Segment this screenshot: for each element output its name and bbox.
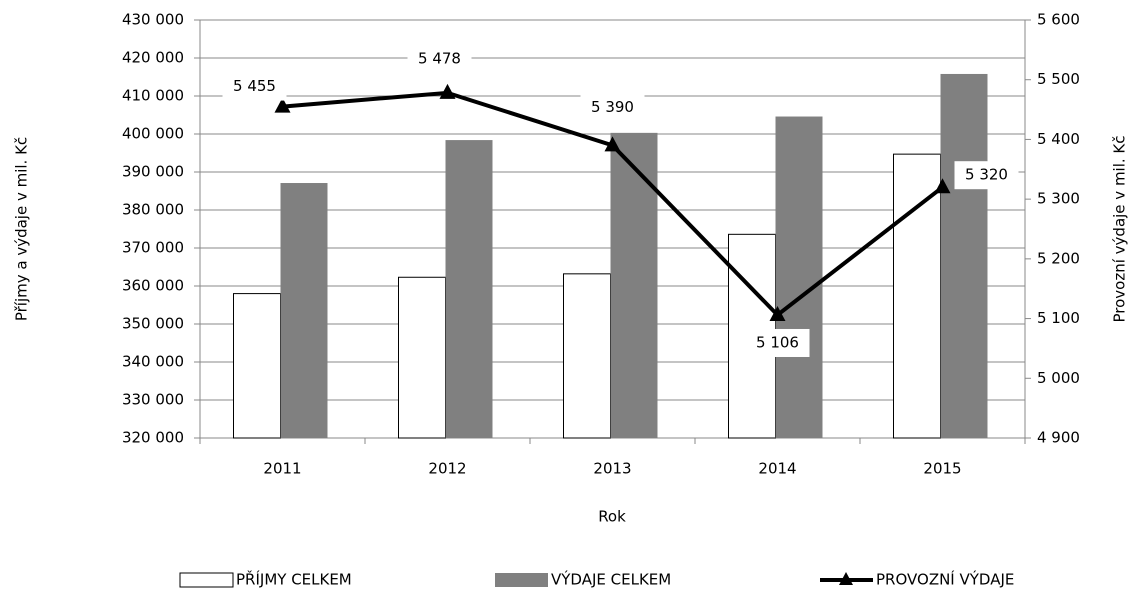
bar xyxy=(893,153,941,439)
bar xyxy=(445,140,493,438)
y-tick-label: 400 000 xyxy=(122,125,184,143)
marker xyxy=(934,178,951,194)
y-tick-label: 320 000 xyxy=(122,429,184,447)
legend-swatch xyxy=(495,573,548,587)
y2-tick-label: 5 200 xyxy=(1037,249,1080,267)
data-label-bg xyxy=(954,161,1019,190)
data-label: 5 478 xyxy=(418,49,461,67)
y2-tick-label: 5 300 xyxy=(1037,190,1080,208)
y-tick-label: 370 000 xyxy=(122,239,184,257)
legend-label: PŘÍJMY CELKEM xyxy=(236,570,352,589)
legend-marker xyxy=(839,572,853,585)
data-label-bg xyxy=(745,328,810,357)
x-tick-label: 2014 xyxy=(758,460,796,478)
x-axis-title: Rok xyxy=(598,508,626,526)
legend-label: PROVOZNÍ VÝDAJE xyxy=(876,570,1014,589)
data-label: 5 455 xyxy=(233,77,276,95)
y-axis-title: Příjmy a výdaje v mil. Kč xyxy=(13,137,31,321)
marker xyxy=(769,305,786,321)
y2-tick-label: 5 400 xyxy=(1037,130,1080,148)
bar xyxy=(233,293,281,439)
marker xyxy=(439,83,456,99)
bar xyxy=(940,73,988,439)
bar xyxy=(398,276,446,439)
bar xyxy=(775,116,823,439)
marker xyxy=(274,97,291,113)
y-tick-label: 380 000 xyxy=(122,201,184,219)
data-label-bg xyxy=(407,44,472,73)
y2-axis-title: Provozní výdaje v mil. Kč xyxy=(1111,135,1129,322)
data-label: 5 106 xyxy=(756,333,799,351)
legend-swatch xyxy=(179,572,234,588)
data-label-bg xyxy=(222,72,287,101)
y-tick-label: 420 000 xyxy=(122,49,184,67)
y-tick-label: 340 000 xyxy=(122,353,184,371)
y2-tick-label: 5 100 xyxy=(1037,309,1080,327)
bar xyxy=(610,132,658,439)
x-tick-label: 2013 xyxy=(593,460,631,478)
y2-tick-label: 5 600 xyxy=(1037,11,1080,29)
bar xyxy=(563,273,611,439)
y2-tick-label: 4 900 xyxy=(1037,429,1080,447)
y-tick-label: 350 000 xyxy=(122,315,184,333)
data-label-bg xyxy=(580,93,645,122)
data-label: 5 320 xyxy=(965,166,1008,184)
y-tick-label: 390 000 xyxy=(122,163,184,181)
x-tick-label: 2015 xyxy=(923,460,961,478)
y-tick-label: 360 000 xyxy=(122,277,184,295)
y-tick-label: 410 000 xyxy=(122,87,184,105)
x-tick-label: 2011 xyxy=(263,460,301,478)
legend-label: VÝDAJE CELKEM xyxy=(551,570,671,589)
y2-tick-label: 5 000 xyxy=(1037,369,1080,387)
y-tick-label: 330 000 xyxy=(122,391,184,409)
y2-tick-label: 5 500 xyxy=(1037,70,1080,88)
bar xyxy=(280,183,328,438)
y-tick-label: 430 000 xyxy=(122,11,184,29)
marker xyxy=(604,136,621,152)
data-label: 5 390 xyxy=(591,98,634,116)
x-tick-label: 2012 xyxy=(428,460,466,478)
